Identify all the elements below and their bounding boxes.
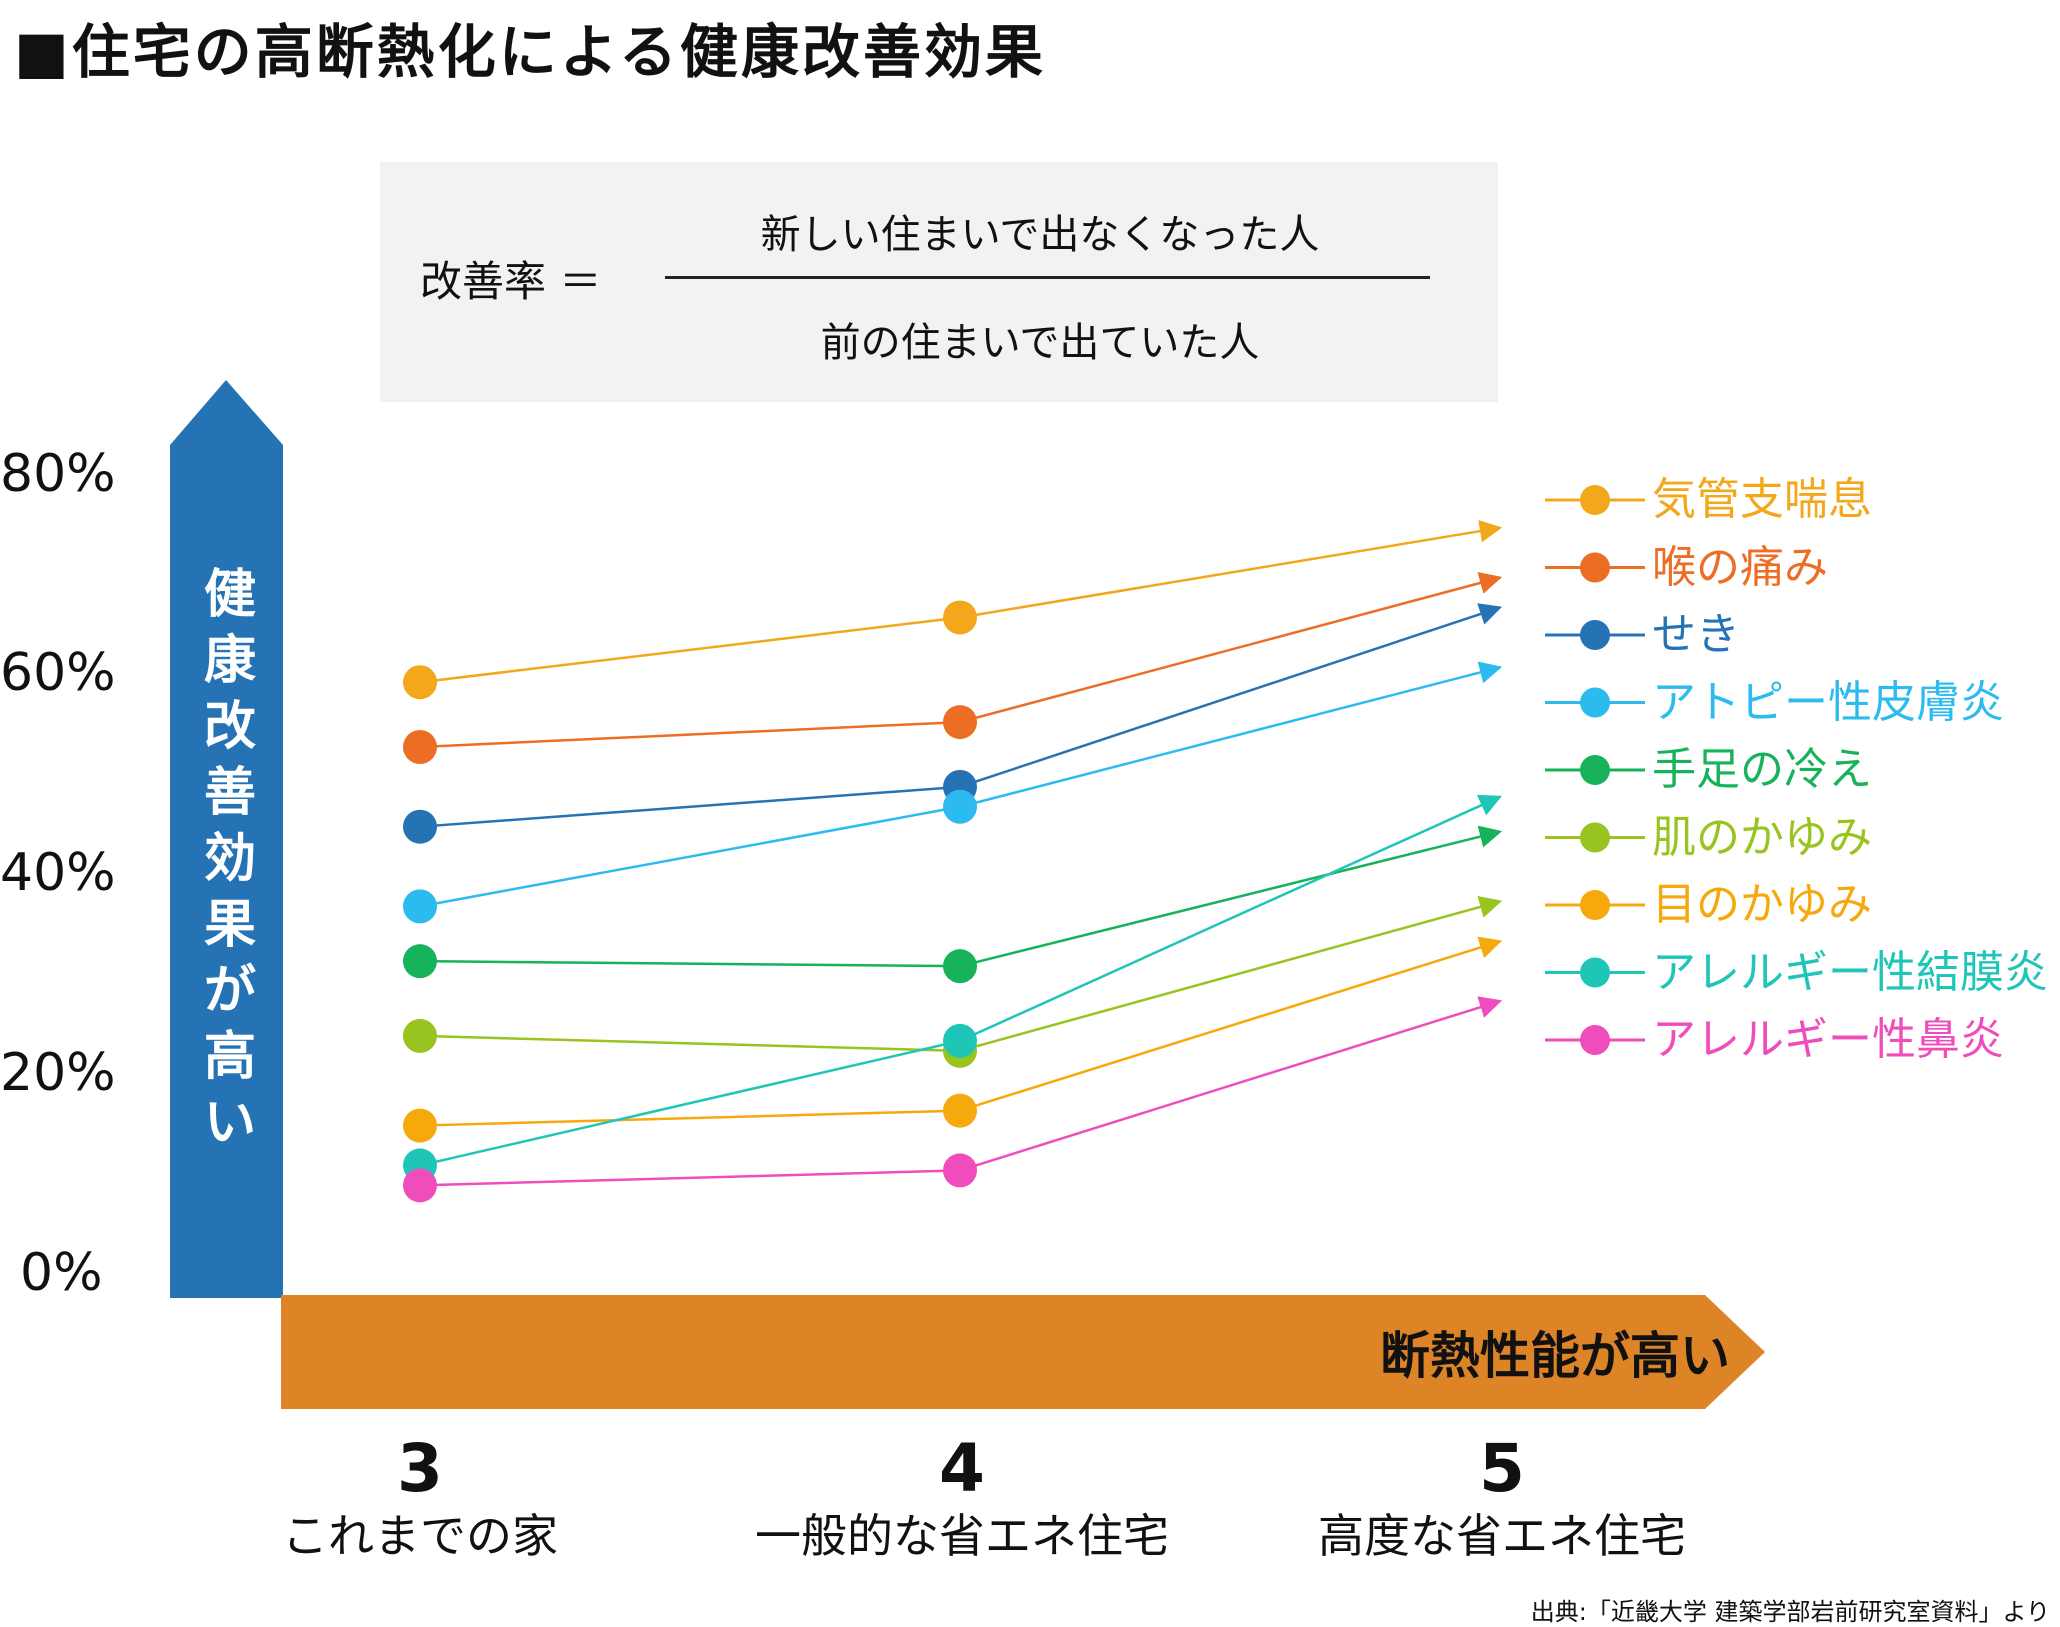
data-point — [943, 1153, 977, 1188]
x-level-name: 一般的な省エネ住宅 — [755, 1509, 1169, 1563]
series-segment — [419, 720, 961, 749]
legend-label: 肌のかゆみ — [1652, 811, 1872, 863]
x-level-number: 4 — [939, 1430, 985, 1507]
data-point — [403, 1108, 437, 1143]
data-point — [403, 809, 437, 844]
series-arrow-segment — [959, 520, 1503, 619]
series-line — [403, 895, 1503, 1068]
fraction-bar — [665, 276, 1430, 279]
x-level-name: これまでの家 — [282, 1509, 558, 1563]
legend-marker — [1580, 620, 1610, 650]
series-line — [403, 825, 1503, 984]
formula-numerator: 新しい住まいで出なくなった人 — [760, 212, 1320, 258]
data-point — [943, 1023, 977, 1058]
series-arrow-segment — [959, 603, 1503, 789]
series-segment — [419, 805, 961, 908]
series-segment — [419, 1034, 961, 1053]
data-point — [943, 705, 977, 740]
legend-marker — [1580, 755, 1610, 785]
data-point — [403, 889, 437, 924]
series-arrow-segment — [959, 936, 1503, 1112]
series-line — [403, 603, 1503, 844]
formula-denominator: 前の住まいで出ていた人 — [820, 320, 1260, 366]
y-tick-label: 20% — [0, 1043, 116, 1103]
series-segment — [419, 959, 961, 968]
series-arrow-segment — [959, 571, 1503, 724]
legend-label: 目のかゆみ — [1652, 879, 1872, 930]
series-layer — [403, 520, 1503, 1203]
y-tick-label: 0% — [20, 1243, 103, 1303]
data-point — [943, 949, 977, 984]
series-line — [403, 936, 1503, 1143]
formula-lhs: 改善率 ＝ — [420, 257, 602, 306]
legend-layer — [1545, 485, 1645, 1055]
legend-label: アレルギー性結膜炎 — [1652, 946, 2048, 998]
legend-marker — [1580, 890, 1610, 920]
legend-marker — [1580, 687, 1610, 718]
legend-label: 喉の痛み — [1652, 541, 1828, 593]
series-arrow-segment — [959, 794, 1503, 1043]
x-axis-arrow — [281, 1295, 1765, 1409]
legend-marker — [1580, 485, 1610, 515]
series-line — [403, 996, 1503, 1203]
x-axis-title: 断熱性能が高い — [1380, 1327, 1730, 1385]
series-segment — [419, 1039, 961, 1167]
data-point — [943, 1093, 977, 1128]
legend-label: アレルギー性鼻炎 — [1652, 1014, 2004, 1065]
series-segment — [419, 1109, 961, 1127]
y-tick-label: 80% — [0, 444, 116, 504]
series-segment — [419, 785, 961, 828]
y-tick-label: 60% — [0, 643, 116, 703]
data-point — [943, 600, 977, 635]
x-level-number: 3 — [397, 1430, 443, 1507]
legend-label: 手足の冷え — [1652, 744, 1872, 795]
legend-marker — [1580, 822, 1610, 853]
data-point — [403, 944, 437, 979]
legend-label: アトピー性皮膚炎 — [1652, 676, 2004, 728]
data-point — [403, 665, 437, 700]
series-line — [403, 661, 1503, 924]
legend-marker — [1580, 1025, 1610, 1055]
x-level-number: 5 — [1479, 1430, 1525, 1507]
series-segment — [419, 1169, 961, 1187]
series-arrow-segment — [959, 661, 1503, 808]
legend-marker — [1580, 552, 1610, 583]
series-arrow-segment — [959, 825, 1503, 968]
page-title: ■住宅の高断熱化による健康改善効果 — [14, 18, 1047, 86]
series-line — [403, 571, 1503, 764]
data-point — [943, 789, 977, 824]
series-segment — [419, 616, 961, 684]
series-line — [403, 794, 1503, 1183]
series-arrow-segment — [959, 996, 1503, 1172]
y-axis-title: 健康改善効果が高い — [203, 565, 256, 1153]
legend-label: せき — [1652, 609, 1740, 660]
x-level-name: 高度な省エネ住宅 — [1318, 1509, 1686, 1563]
y-tick-label: 40% — [0, 843, 116, 903]
legend-marker — [1580, 957, 1610, 988]
data-point — [403, 1168, 437, 1203]
formula-box: 改善率 ＝ 新しい住まいで出なくなった人 前の住まいで出ていた人 — [380, 162, 1498, 402]
y-axis-arrow — [170, 380, 283, 1298]
legend-label: 気管支喘息 — [1652, 474, 1872, 525]
source-note: 出典:「近畿大学 建築学部岩前研究室資料」より — [1530, 1598, 2050, 1626]
data-point — [403, 1018, 437, 1053]
data-point — [403, 729, 437, 764]
series-line — [403, 520, 1503, 700]
series-arrow-segment — [959, 895, 1503, 1053]
